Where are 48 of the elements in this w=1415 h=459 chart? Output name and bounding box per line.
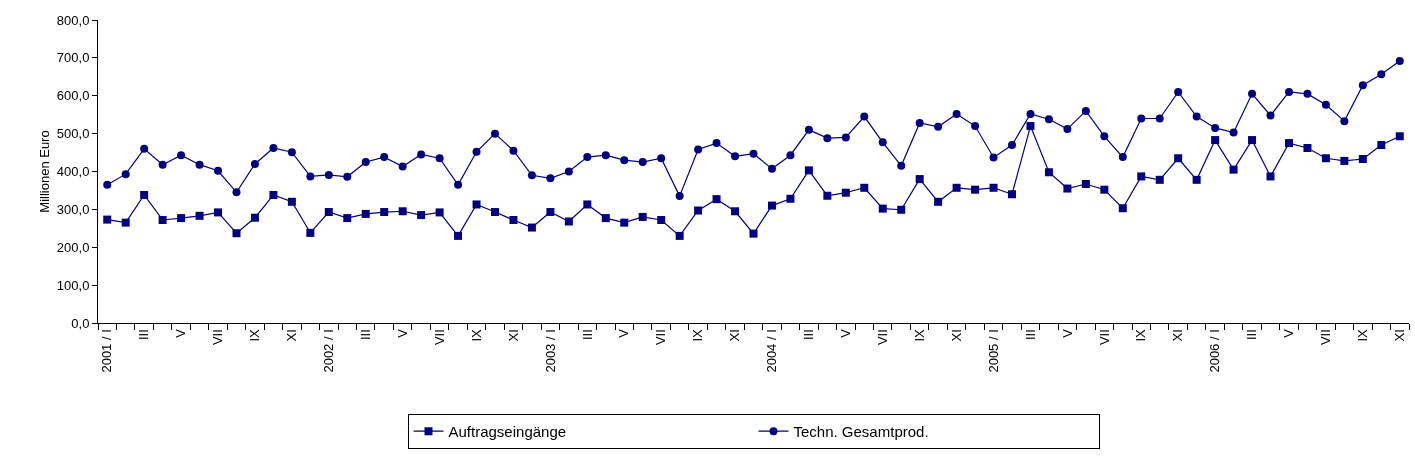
x-tick-label: XI bbox=[1170, 329, 1186, 342]
x-tick-label: VII bbox=[653, 329, 669, 346]
x-tick-label: 2006 / I bbox=[1207, 329, 1223, 373]
x-tick-label: 2005 / I bbox=[985, 329, 1001, 373]
y-tick-label: 0,0 bbox=[71, 315, 90, 331]
x-tick-label: 2001 / I bbox=[99, 329, 115, 373]
x-tick-label: IX bbox=[468, 328, 484, 342]
x-tick-label: IX bbox=[1355, 328, 1371, 342]
x-tick-label: V bbox=[616, 328, 632, 338]
x-tick-label: V bbox=[394, 328, 410, 338]
x-tick-label: 2003 / I bbox=[542, 329, 558, 373]
x-tick-label: XI bbox=[727, 329, 743, 342]
y-tick-label: 200,0 bbox=[56, 239, 90, 255]
x-tick-label: III bbox=[801, 329, 817, 341]
x-tick-label: IX bbox=[1133, 328, 1149, 342]
x-tick-label: XI bbox=[505, 329, 521, 342]
x-tick-label: III bbox=[579, 329, 595, 341]
legend-label: Techn. Gesamtprod. bbox=[793, 423, 929, 440]
legend-label: Auftragseingänge bbox=[448, 423, 567, 440]
x-tick-label: IX bbox=[690, 328, 706, 342]
x-tick-label: V bbox=[1281, 328, 1297, 338]
y-tick-label: 800,0 bbox=[56, 12, 90, 28]
y-tick-label: 100,0 bbox=[56, 277, 90, 293]
y-tick-label: 500,0 bbox=[56, 126, 90, 142]
x-tick-label: V bbox=[838, 328, 854, 338]
x-tick-label: VII bbox=[210, 329, 226, 346]
x-tick-label: VII bbox=[1318, 329, 1334, 346]
x-tick-label: III bbox=[1244, 329, 1260, 341]
x-tick-label: IX bbox=[911, 328, 927, 342]
x-tick-label: VII bbox=[431, 329, 447, 346]
x-tick-label: III bbox=[136, 329, 152, 341]
x-tick-label: IX bbox=[247, 328, 263, 342]
x-tick-label: 2002 / I bbox=[321, 329, 337, 373]
x-tick-label: XI bbox=[1391, 329, 1407, 342]
y-axis-title: Millionen Euro bbox=[36, 130, 52, 213]
y-tick-label: 400,0 bbox=[56, 164, 90, 180]
x-tick-label: 2004 / I bbox=[764, 329, 780, 373]
y-tick-label: 600,0 bbox=[56, 88, 90, 104]
x-tick-label: VII bbox=[1096, 329, 1112, 346]
y-tick-label: 300,0 bbox=[56, 201, 90, 217]
x-tick-label: XI bbox=[948, 329, 964, 342]
y-tick-label: 700,0 bbox=[56, 50, 90, 66]
x-tick-label: V bbox=[173, 328, 189, 338]
x-tick-label: III bbox=[1022, 329, 1038, 341]
x-tick-label: VII bbox=[874, 329, 890, 346]
x-tick-label: XI bbox=[284, 329, 300, 342]
x-tick-label: III bbox=[357, 329, 373, 341]
x-tick-label: V bbox=[1059, 328, 1075, 338]
